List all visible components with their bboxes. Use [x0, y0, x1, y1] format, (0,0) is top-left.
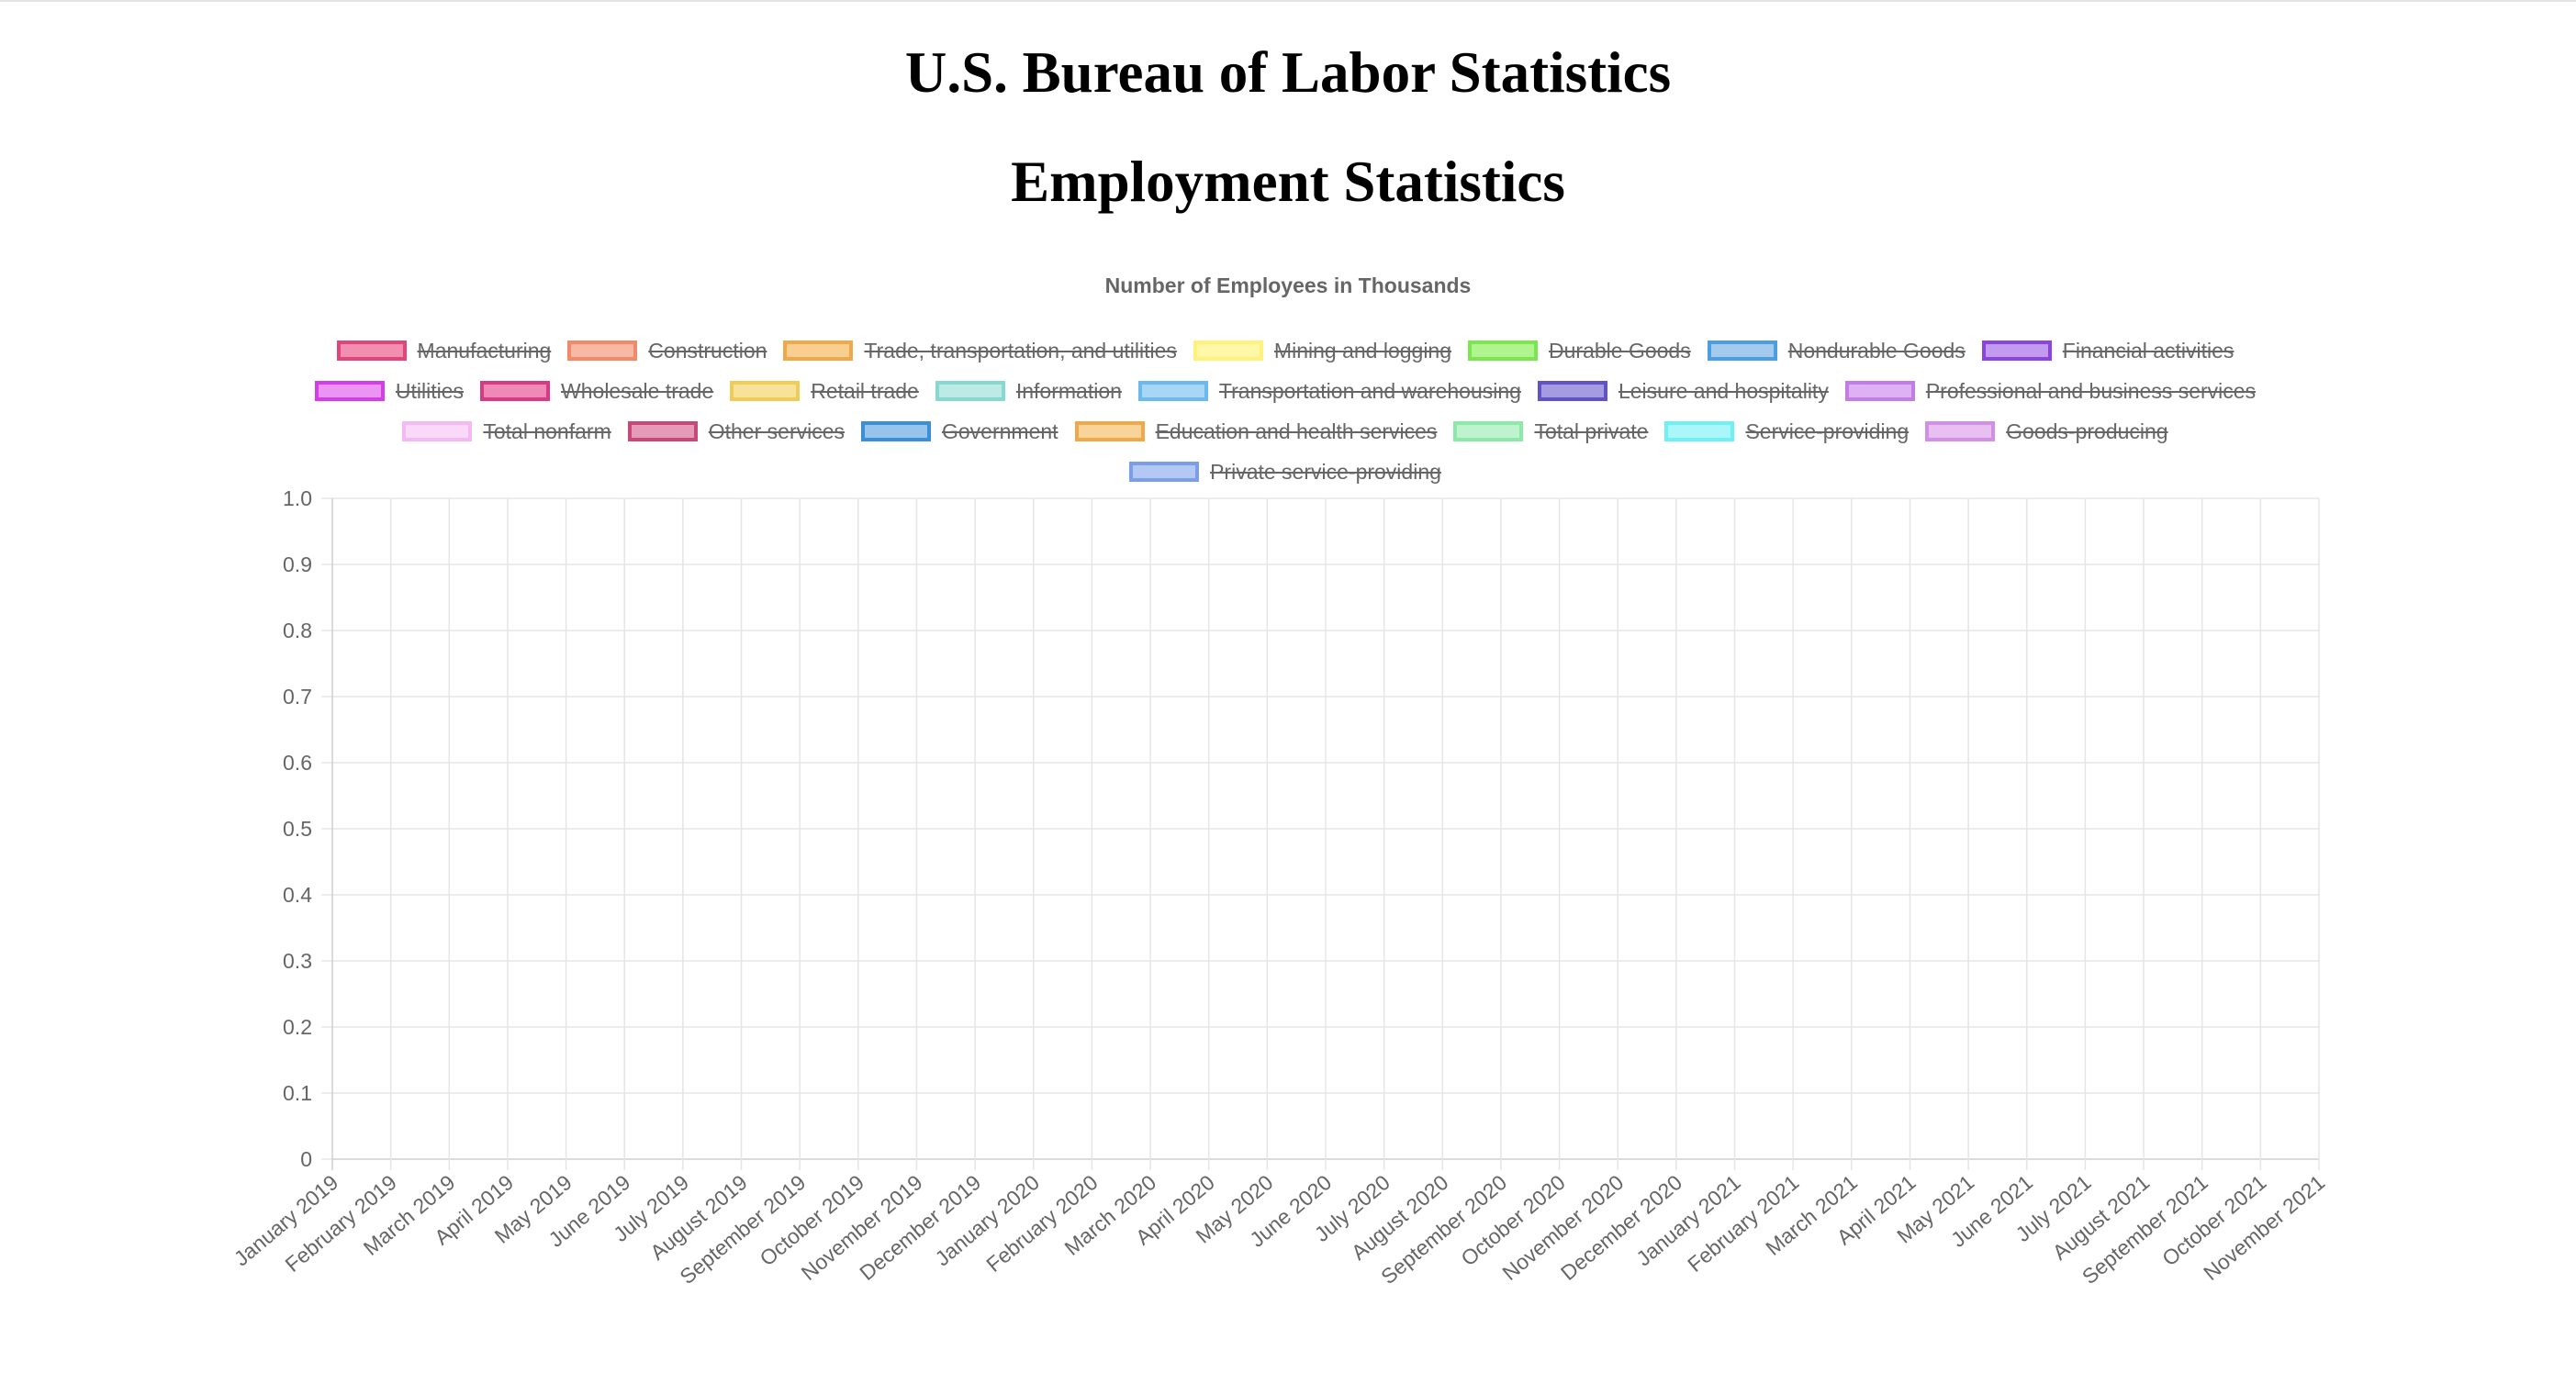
top-border	[0, 0, 2576, 2]
legend-swatch	[1664, 421, 1735, 441]
legend-item[interactable]: Information	[935, 379, 1122, 404]
legend-swatch	[935, 381, 1005, 401]
legend-label: Information	[1015, 378, 1122, 403]
chart-legend: Manufacturing Construction Trade, transpor…	[248, 330, 2323, 492]
y-tick-label: 0.1	[283, 1081, 312, 1105]
y-tick-label: 0	[300, 1147, 312, 1171]
legend-item[interactable]: Mining and logging	[1193, 339, 1451, 363]
legend-item[interactable]: Service-providing	[1664, 419, 1909, 444]
legend-swatch	[1468, 340, 1539, 361]
legend-row: Manufacturing Construction Trade, transpor…	[329, 330, 2243, 371]
legend-label: Government	[942, 419, 1058, 443]
legend-label: Retail trade	[811, 378, 919, 403]
legend-swatch	[336, 340, 407, 361]
legend-row: Private service-providing	[1121, 452, 1450, 492]
legend-swatch	[730, 381, 801, 401]
legend-swatch	[1981, 340, 2052, 361]
legend-swatch	[1074, 421, 1145, 441]
legend-label: Service-providing	[1745, 419, 1910, 443]
legend-item[interactable]: Education and health services	[1074, 419, 1438, 444]
legend-label: Construction	[648, 338, 767, 363]
legend-item[interactable]: Total private	[1453, 419, 1648, 444]
legend-swatch	[627, 421, 698, 441]
legend-label: Other services	[708, 419, 845, 443]
legend-item[interactable]: Leisure and hospitality	[1537, 378, 1829, 404]
legend-label: Goods-producing	[2006, 419, 2168, 443]
y-tick-label: 0.5	[283, 817, 312, 841]
y-tick-label: 1.0	[283, 486, 312, 510]
legend-swatch	[1193, 340, 1263, 361]
legend-item[interactable]: Construction	[567, 339, 767, 363]
legend-item[interactable]: Manufacturing	[336, 338, 552, 363]
legend-item[interactable]: Goods-producing	[1925, 419, 2168, 444]
y-tick-label: 0.9	[283, 552, 312, 576]
legend-item[interactable]: Transportation and warehousing	[1137, 378, 1521, 404]
legend-swatch	[1844, 381, 1915, 401]
y-tick-label: 0.7	[283, 685, 312, 709]
legend-label: Leisure and hospitality	[1618, 378, 1829, 403]
legend-item[interactable]: Private service-providing	[1129, 460, 1441, 485]
page-title: U.S. Bureau of Labor Statistics	[904, 40, 1672, 105]
legend-item[interactable]: Retail trade	[730, 379, 919, 404]
legend-row: Total nonfarm Other services Government Edu…	[394, 411, 2176, 452]
legend-swatch	[480, 381, 551, 401]
legend-item[interactable]: Other services	[627, 419, 845, 444]
legend-swatch	[1925, 421, 1996, 441]
y-tick-label: 0.8	[283, 619, 312, 642]
y-tick-label: 0.2	[283, 1015, 312, 1039]
y-tick-label: 0.6	[283, 751, 312, 775]
legend-item[interactable]: Government	[861, 419, 1058, 444]
legend-label: Education and health services	[1155, 419, 1438, 443]
legend-item[interactable]: Professional and business services	[1844, 378, 2257, 404]
legend-label: Mining and logging	[1273, 338, 1452, 363]
legend-swatch	[1453, 421, 1524, 441]
legend-label: Utilities	[395, 378, 465, 403]
legend-swatch	[783, 340, 854, 361]
legend-item[interactable]: Financial activities	[1981, 338, 2234, 363]
legend-swatch	[402, 421, 473, 441]
legend-label: Total nonfarm	[483, 419, 611, 443]
legend-label: Trade, transportation, and utilities	[864, 338, 1177, 363]
legend-swatch	[861, 421, 931, 441]
legend-item[interactable]: Durable Goods	[1468, 339, 1691, 363]
legend-label: Financial activities	[2062, 338, 2234, 363]
legend-item[interactable]: Utilities	[314, 378, 465, 404]
legend-label: Professional and business services	[1925, 378, 2257, 403]
y-tick-label: 0.3	[283, 949, 312, 973]
legend-label: Transportation and warehousing	[1218, 378, 1521, 403]
legend-swatch	[314, 381, 385, 401]
legend-swatch	[1129, 462, 1200, 482]
legend-label: Manufacturing	[417, 338, 552, 363]
legend-item[interactable]: Nondurable Goods	[1707, 338, 1966, 363]
legend-label: Total private	[1534, 419, 1649, 443]
legend-label: Durable Goods	[1549, 338, 1691, 363]
page-subtitle: Employment Statistics	[1011, 150, 1565, 214]
legend-swatch	[1137, 381, 1208, 401]
legend-label: Wholesale trade	[561, 378, 714, 403]
legend-row: Utilities Wholesale trade Retail trade Info…	[307, 371, 2264, 411]
legend-swatch	[567, 340, 638, 361]
y-tick-label: 0.4	[283, 883, 312, 907]
legend-swatch	[1537, 381, 1607, 401]
legend-item[interactable]: Trade, transportation, and utilities	[783, 339, 1177, 363]
chart-title: Number of Employees in Thousands	[1104, 273, 1472, 297]
legend-label: Private service-providing	[1210, 459, 1441, 484]
legend-swatch	[1707, 340, 1777, 361]
legend-item[interactable]: Wholesale trade	[480, 379, 713, 404]
legend-item[interactable]: Total nonfarm	[402, 419, 611, 444]
legend-label: Nondurable Goods	[1787, 338, 1966, 363]
